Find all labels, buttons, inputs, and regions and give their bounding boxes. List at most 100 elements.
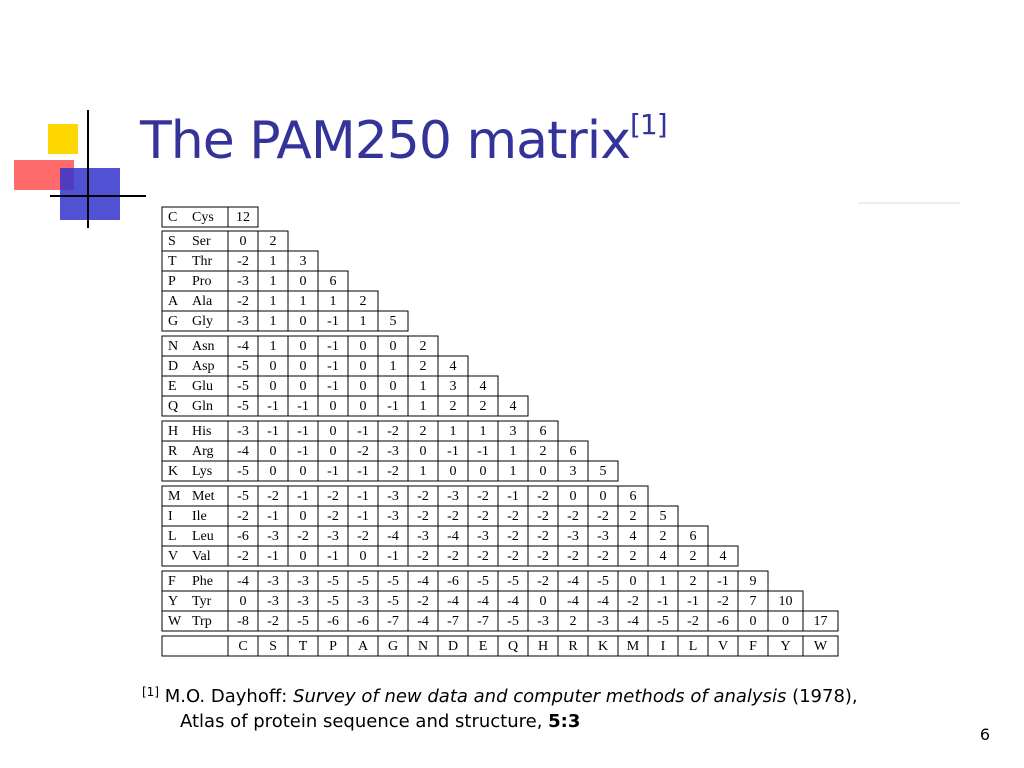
score: -3 <box>567 529 579 544</box>
score: -1 <box>657 594 669 609</box>
score: -2 <box>477 509 489 524</box>
score: -2 <box>237 509 249 524</box>
column-label: K <box>598 639 608 654</box>
score: -5 <box>237 359 249 374</box>
score: -2 <box>507 509 519 524</box>
score: -6 <box>447 574 459 589</box>
aa-name: Leu <box>192 529 214 544</box>
score: 1 <box>330 294 337 309</box>
score: -5 <box>477 574 489 589</box>
score: -3 <box>327 529 339 544</box>
aa-code: C <box>168 210 177 225</box>
score: -3 <box>387 489 399 504</box>
score: 5 <box>390 314 397 329</box>
aa-code: S <box>168 234 176 249</box>
score: -4 <box>567 594 579 609</box>
score: -5 <box>657 614 669 629</box>
score: 10 <box>779 594 793 609</box>
score: -2 <box>357 529 369 544</box>
score: 2 <box>690 574 697 589</box>
cell <box>377 310 409 332</box>
score: -5 <box>507 574 519 589</box>
score: 1 <box>270 274 277 289</box>
score: -2 <box>537 489 549 504</box>
score: -2 <box>507 529 519 544</box>
score: -4 <box>627 614 639 629</box>
score: 2 <box>660 529 667 544</box>
score: -2 <box>447 509 459 524</box>
score: 0 <box>540 464 547 479</box>
cell <box>587 460 619 482</box>
aa-name: Ile <box>192 509 207 524</box>
score: -1 <box>687 594 699 609</box>
aa-name: Trp <box>192 614 212 629</box>
score: 1 <box>270 314 277 329</box>
score: 1 <box>360 314 367 329</box>
score: 1 <box>270 339 277 354</box>
aa-code: I <box>168 509 173 524</box>
score: -7 <box>477 614 489 629</box>
deco-yellow <box>48 124 78 154</box>
score: 0 <box>450 464 457 479</box>
score: -4 <box>507 594 519 609</box>
aa-code: W <box>168 614 182 629</box>
score: -3 <box>447 489 459 504</box>
score: -5 <box>327 594 339 609</box>
aa-name: Asp <box>192 359 215 374</box>
score: -1 <box>357 489 369 504</box>
score: 0 <box>480 464 487 479</box>
aa-name: Thr <box>192 254 213 269</box>
score: 2 <box>360 294 367 309</box>
score: 5 <box>660 509 667 524</box>
score: -3 <box>267 574 279 589</box>
score: 2 <box>570 614 577 629</box>
score: 0 <box>330 399 337 414</box>
score: 2 <box>630 549 637 564</box>
aa-code: L <box>168 529 177 544</box>
aa-code: E <box>168 379 177 394</box>
column-label: E <box>479 639 488 654</box>
score: 0 <box>300 379 307 394</box>
score: 2 <box>420 339 427 354</box>
score: -4 <box>567 574 579 589</box>
score: -3 <box>537 614 549 629</box>
title-text: The PAM250 matrix <box>140 111 631 171</box>
column-label: F <box>749 639 757 654</box>
score: -5 <box>597 574 609 589</box>
aa-name: Tyr <box>192 594 212 609</box>
score: -2 <box>477 489 489 504</box>
score: -1 <box>297 444 309 459</box>
foot-work: Survey of new data and computer methods … <box>293 686 787 707</box>
score: 4 <box>510 399 517 414</box>
aa-code: K <box>168 464 178 479</box>
score: -2 <box>417 509 429 524</box>
score: 0 <box>630 574 637 589</box>
score: -4 <box>447 529 459 544</box>
score: -4 <box>417 614 429 629</box>
score: -2 <box>717 594 729 609</box>
column-label: W <box>814 639 828 654</box>
score: 2 <box>690 549 697 564</box>
score: -4 <box>237 444 249 459</box>
score: 4 <box>450 359 457 374</box>
score: -2 <box>687 614 699 629</box>
score: -5 <box>387 574 399 589</box>
score: 0 <box>300 314 307 329</box>
score: 1 <box>420 464 427 479</box>
score: 0 <box>540 594 547 609</box>
cell <box>707 545 739 567</box>
column-label: T <box>299 639 308 654</box>
score: -1 <box>327 379 339 394</box>
score: -5 <box>357 574 369 589</box>
score: 3 <box>450 379 457 394</box>
footnote: [1] M.O. Dayhoff: Survey of new data and… <box>142 680 858 734</box>
score: -2 <box>447 549 459 564</box>
score: 4 <box>660 549 667 564</box>
score: -6 <box>717 614 729 629</box>
score: -2 <box>417 489 429 504</box>
score: -3 <box>597 529 609 544</box>
score: -3 <box>357 594 369 609</box>
score: -6 <box>327 614 339 629</box>
score: 0 <box>390 379 397 394</box>
